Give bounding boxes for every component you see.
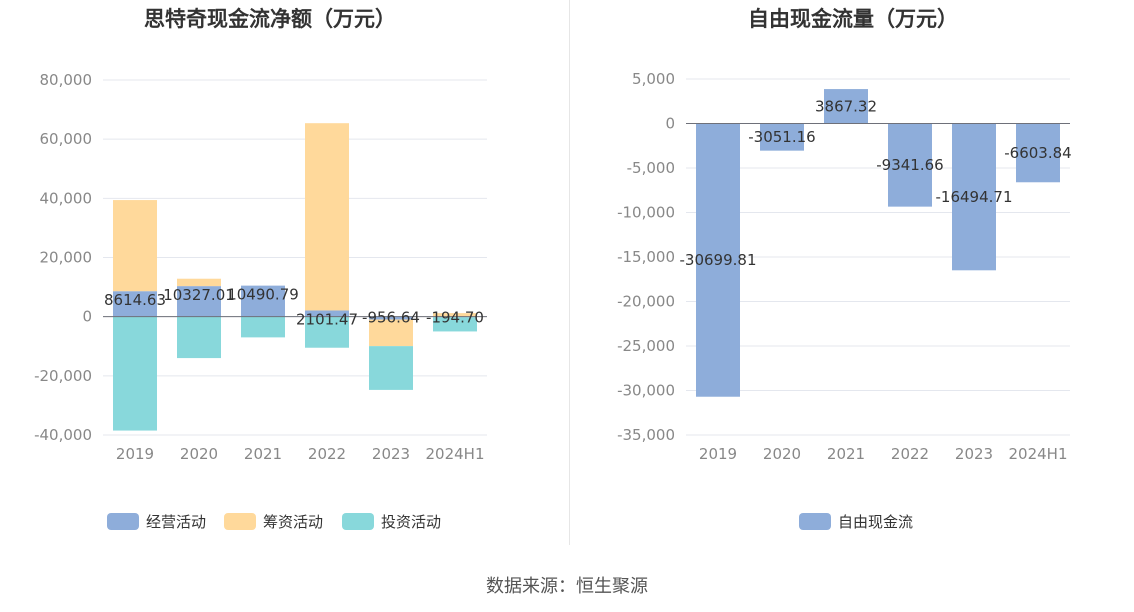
- y-tick-label: 5,000: [632, 70, 675, 88]
- y-tick-label: 80,000: [40, 71, 93, 89]
- bar-operating: [177, 286, 221, 317]
- x-tick-label: 2022: [308, 445, 346, 463]
- bar-financing: [305, 123, 349, 311]
- legend-label-free-cash: 自由现金流: [838, 513, 913, 531]
- x-tick-label: 2020: [180, 445, 218, 463]
- x-tick-label: 2020: [763, 445, 801, 463]
- data-label: 8614.63: [104, 291, 166, 309]
- data-label: 10490.79: [227, 286, 299, 304]
- bar-financing: [113, 200, 157, 292]
- y-tick-label: -10,000: [617, 204, 675, 222]
- data-label: -3051.16: [748, 128, 815, 146]
- chart-divider: [569, 0, 570, 545]
- data-label: 2101.47: [296, 310, 358, 328]
- y-tick-label: 20,000: [40, 249, 93, 267]
- x-tick-label: 2021: [244, 445, 282, 463]
- legend-swatch-free-cash: [799, 513, 831, 530]
- y-tick-label: 60,000: [40, 130, 93, 148]
- legend-swatch-financing: [224, 513, 256, 530]
- chart-title: 自由现金流量（万元）: [748, 7, 958, 31]
- data-label: -30699.81: [680, 251, 757, 269]
- y-tick-label: -35,000: [617, 426, 675, 444]
- x-tick-label: 2024H1: [1009, 445, 1068, 463]
- data-label: -194.70: [426, 309, 484, 327]
- bar-investing: [433, 317, 477, 332]
- bar-investing: [241, 316, 285, 338]
- y-tick-label: -40,000: [34, 426, 92, 444]
- y-tick-label: 0: [82, 308, 92, 326]
- bar-operating: [241, 285, 285, 317]
- x-tick-label: 2022: [891, 445, 929, 463]
- bar-financing: [433, 313, 477, 317]
- x-tick-label: 2023: [372, 445, 410, 463]
- x-tick-label: 2021: [827, 445, 865, 463]
- x-tick-label: 2019: [699, 445, 737, 463]
- bar-free-cash: [888, 123, 932, 207]
- bar-free-cash: [824, 89, 868, 124]
- legend-label-operating: 经营活动: [146, 513, 206, 531]
- bar-financing: [369, 319, 413, 347]
- x-tick-label: 2019: [116, 445, 154, 463]
- legend-label-investing: 投资活动: [381, 513, 441, 531]
- y-tick-label: 0: [665, 115, 675, 133]
- bar-investing: [305, 316, 349, 348]
- bar-operating: [113, 291, 157, 317]
- data-source-label: 数据来源：恒生聚源: [486, 576, 648, 597]
- chart-title: 思特奇现金流净额（万元）: [144, 7, 396, 31]
- data-label: -9341.66: [876, 156, 943, 174]
- bar-free-cash: [1016, 123, 1060, 183]
- legend-swatch-operating: [107, 513, 139, 530]
- data-label: 10327.01: [163, 286, 235, 304]
- data-label: -6603.84: [1004, 144, 1071, 162]
- bar-free-cash: [952, 123, 996, 271]
- data-label: -16494.71: [936, 188, 1013, 206]
- y-tick-label: -15,000: [617, 248, 675, 266]
- cash-flow-net-chart: 思特奇现金流净额（万元） 80,000 60,000 40,000 20,000 0 -20…: [34, 7, 487, 531]
- bar-investing: [369, 346, 413, 390]
- x-tick-label: 2023: [955, 445, 993, 463]
- bar-investing: [113, 316, 157, 431]
- y-tick-label: -5,000: [627, 159, 675, 177]
- y-tick-label: -25,000: [617, 337, 675, 355]
- bar-free-cash: [760, 123, 804, 151]
- x-tick-label: 2024H1: [426, 445, 485, 463]
- legend-swatch-investing: [342, 513, 374, 530]
- bar-investing: [177, 316, 221, 359]
- free-cash-flow-chart: 自由现金流量（万元） 5,000 0 -5,000 -10,000 -15,000 -20,…: [617, 7, 1072, 531]
- y-tick-label: -30,000: [617, 382, 675, 400]
- y-tick-label: -20,000: [617, 293, 675, 311]
- y-tick-label: 40,000: [40, 189, 93, 207]
- bar-financing: [177, 278, 221, 287]
- bar-operating: [369, 316, 413, 320]
- data-label: 3867.32: [815, 97, 877, 115]
- legend-label-financing: 筹资活动: [263, 513, 323, 531]
- bar-operating: [305, 310, 349, 317]
- y-tick-label: -20,000: [34, 367, 92, 385]
- data-label: -956.64: [362, 309, 420, 327]
- bar-free-cash: [696, 123, 740, 397]
